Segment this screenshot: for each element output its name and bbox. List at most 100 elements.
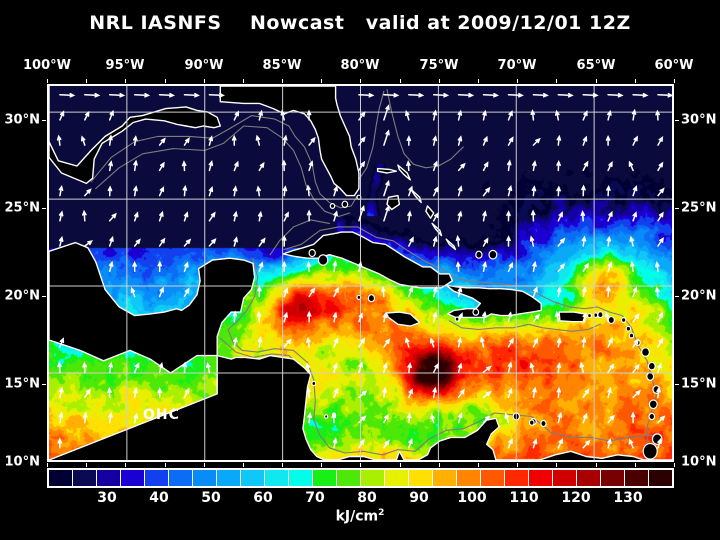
current-vector (406, 412, 412, 424)
current-vector (432, 92, 450, 98)
current-vector (482, 310, 487, 323)
tick-top-95w (125, 79, 126, 83)
tick-right-20n (675, 296, 679, 297)
current-vector (479, 336, 485, 348)
tick-left-25n (42, 208, 46, 209)
current-vector (582, 286, 587, 298)
current-vector (256, 185, 261, 197)
island-28 (367, 294, 376, 303)
current-vector (383, 439, 390, 449)
current-vector (108, 109, 114, 121)
current-vector (58, 386, 64, 399)
tick-top-975w (86, 79, 87, 83)
title-bar: NRL IASNFS Nowcast valid at 2009/12/01 1… (0, 8, 720, 38)
current-vector (531, 160, 537, 172)
current-vector (408, 185, 413, 197)
current-vector (58, 411, 64, 424)
coastline-cuba (282, 231, 454, 289)
current-vector (183, 238, 192, 247)
island-20 (311, 380, 317, 387)
current-vector (554, 109, 560, 121)
current-vector (57, 361, 62, 373)
tick-bottom-625w (635, 463, 636, 467)
current-vector (158, 210, 164, 222)
current-vector (382, 312, 388, 323)
current-vector (231, 134, 237, 146)
current-vector (632, 313, 640, 323)
current-vector (657, 337, 664, 348)
current-vector (108, 235, 114, 247)
current-vector (358, 205, 365, 222)
current-vector (504, 412, 510, 424)
current-vector (108, 260, 114, 273)
current-vector (507, 361, 513, 373)
current-vector (657, 362, 662, 373)
ohc-colorbar[interactable] (47, 468, 674, 488)
tick-top-80w (360, 79, 361, 83)
current-vector (631, 108, 637, 121)
current-vector (629, 235, 635, 247)
current-vector (182, 184, 188, 197)
tick-right-30n (675, 120, 679, 121)
current-vector (158, 186, 165, 197)
current-vector (432, 186, 439, 197)
tick-top-90w (204, 79, 205, 83)
current-vector (506, 235, 511, 247)
current-vector (358, 415, 367, 424)
current-vector (281, 159, 287, 172)
current-vector (107, 387, 112, 399)
current-vector (557, 411, 563, 424)
current-vector (405, 336, 410, 348)
current-vector (59, 110, 65, 121)
current-vector (59, 337, 65, 348)
current-vector (158, 137, 166, 146)
current-vector (333, 185, 338, 197)
island-13 (586, 312, 592, 319)
colorbar-swatch-17 (457, 470, 481, 486)
coastline-usa_fl (219, 86, 360, 197)
coastline-usa_gulf (49, 86, 221, 185)
bathymetry-contour-4 (227, 257, 346, 454)
current-vector (357, 261, 363, 273)
current-vector (108, 134, 113, 146)
tick-top-65w (596, 79, 597, 83)
current-vector (632, 338, 639, 348)
current-vector (158, 361, 164, 373)
tick-bottom-975w (86, 463, 87, 467)
current-vector (58, 235, 64, 247)
tick-bottom-925w (165, 463, 166, 467)
tick-bottom-100w (47, 463, 48, 467)
current-vector (606, 184, 611, 197)
current-vector (108, 411, 113, 424)
current-vector (183, 387, 190, 399)
current-vector (482, 186, 491, 197)
current-vector (383, 205, 390, 222)
current-vector (358, 390, 368, 399)
current-vector (654, 261, 660, 273)
current-vector (406, 135, 412, 146)
tick-top-75w (439, 79, 440, 83)
current-vector (607, 109, 612, 121)
current-vector (58, 210, 64, 222)
lat-label-left-20n: 20°N (4, 288, 40, 304)
current-vector (582, 135, 588, 146)
current-vector (158, 237, 166, 247)
current-vector (632, 185, 638, 197)
current-vector (482, 210, 487, 222)
current-vector (255, 134, 261, 146)
current-vector (108, 92, 126, 98)
island-11 (597, 311, 604, 319)
current-vector (581, 336, 587, 348)
current-vector (232, 310, 238, 323)
current-vector (457, 185, 463, 197)
current-vector (582, 110, 588, 121)
current-vector (606, 235, 612, 247)
current-vector (657, 415, 666, 424)
tick-top-60w (674, 79, 675, 83)
current-vector (554, 310, 560, 323)
current-vector (333, 286, 339, 298)
ohc-map-plot[interactable] (47, 84, 674, 462)
coastline-jamaica (385, 311, 421, 327)
lat-label-right-25n: 25°N (681, 200, 717, 216)
current-vector (332, 437, 338, 449)
